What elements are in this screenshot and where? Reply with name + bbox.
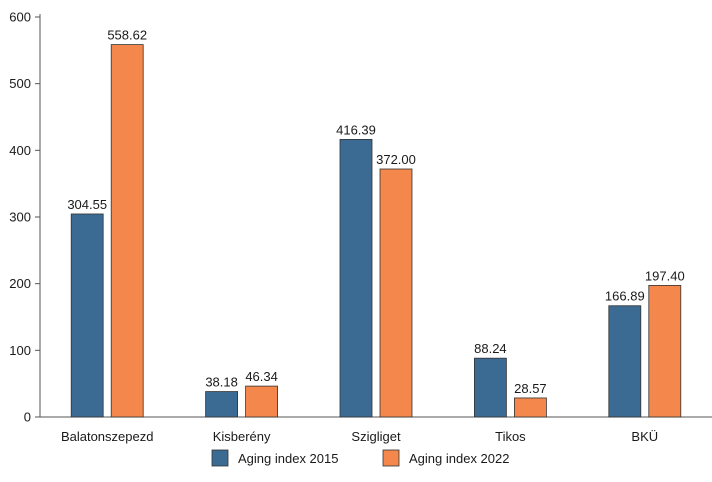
data-label: 197.40 xyxy=(645,268,685,283)
bar xyxy=(245,385,279,418)
y-tick-label: 400 xyxy=(9,143,31,158)
y-tick-label: 0 xyxy=(24,410,31,425)
bar xyxy=(608,305,642,418)
legend-label: Aging index 2015 xyxy=(238,451,338,466)
x-category-label: Balatonszepezd xyxy=(61,429,154,444)
y-tick-label: 600 xyxy=(9,10,31,25)
legend-swatch xyxy=(211,449,229,467)
legend: Aging index 2015 Aging index 2022 xyxy=(211,449,509,467)
bar xyxy=(379,168,413,418)
y-tick-label: 300 xyxy=(9,210,31,225)
axes: 0 100 200 300 400 500 600 Balatonszepezd Kisberé… xyxy=(9,10,712,444)
x-category-label: Szigliget xyxy=(351,429,401,444)
x-category-label: Kisberény xyxy=(213,429,271,444)
data-label: 372.00 xyxy=(376,152,416,167)
x-category-label: Tikos xyxy=(495,429,526,444)
bar xyxy=(70,213,104,418)
y-tick-label: 200 xyxy=(9,276,31,291)
bars xyxy=(70,44,682,418)
data-label: 558.62 xyxy=(107,28,147,43)
data-label: 38.18 xyxy=(205,375,238,390)
data-label: 28.57 xyxy=(514,381,547,396)
data-label: 166.89 xyxy=(605,289,645,304)
bar xyxy=(205,391,239,418)
data-label: 46.34 xyxy=(245,369,278,384)
data-label: 416.39 xyxy=(336,122,376,137)
data-label: 88.24 xyxy=(474,341,507,356)
bar xyxy=(514,397,547,418)
bar xyxy=(648,284,682,418)
legend-swatch xyxy=(382,449,400,467)
data-label: 304.55 xyxy=(67,197,107,212)
x-category-label: BKÜ xyxy=(631,429,658,444)
bar xyxy=(473,357,507,418)
bar xyxy=(110,44,144,418)
legend-label: Aging index 2022 xyxy=(409,451,509,466)
bar xyxy=(339,139,373,418)
y-tick-label: 500 xyxy=(9,76,31,91)
y-tick-label: 100 xyxy=(9,343,31,358)
